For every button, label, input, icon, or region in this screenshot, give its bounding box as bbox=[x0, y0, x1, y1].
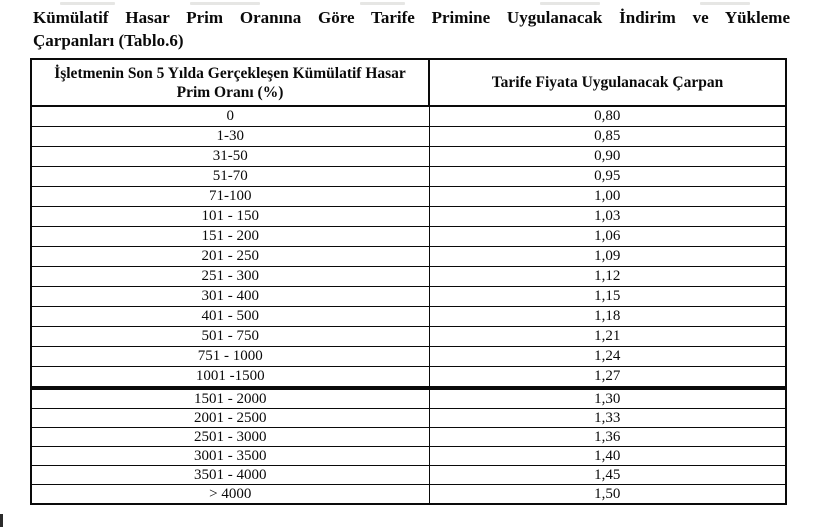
multiplier-cell: 1,33 bbox=[428, 408, 787, 428]
multiplier-cell: 1,09 bbox=[428, 246, 787, 267]
scan-noise bbox=[190, 2, 260, 5]
loss-ratio-cell: 1501 - 2000 bbox=[30, 388, 430, 409]
title-line-2: Çarpanları (Tablo.6) bbox=[33, 31, 184, 50]
loss-ratio-cell: 101 - 150 bbox=[30, 206, 430, 227]
scan-noise bbox=[540, 2, 600, 5]
table-row: 251 - 300 1,12 bbox=[30, 266, 787, 287]
table-row: 0 0,80 bbox=[30, 105, 787, 127]
table-row: 51-70 0,95 bbox=[30, 166, 787, 187]
multiplier-table-lower-block: 1501 - 2000 1,30 2001 - 2500 1,33 2501 - 300… bbox=[30, 388, 787, 505]
table-row: > 4000 1,50 bbox=[30, 484, 787, 505]
multiplier-table-upper-block: İşletmenin Son 5 Yılda Gerçekleşen Kümül… bbox=[30, 58, 787, 388]
header-multiplier-column: Tarife Fiyata Uygulanacak Çarpan bbox=[428, 58, 787, 107]
multiplier-cell: 1,03 bbox=[428, 206, 787, 227]
multiplier-cell: 1,12 bbox=[428, 266, 787, 287]
scan-noise bbox=[60, 2, 115, 5]
header-loss-ratio-column: İşletmenin Son 5 Yılda Gerçekleşen Kümül… bbox=[30, 58, 430, 107]
multiplier-cell: 1,50 bbox=[428, 484, 787, 505]
multiplier-cell: 1,15 bbox=[428, 286, 787, 307]
scan-artifact-mark bbox=[0, 514, 3, 527]
loss-ratio-cell: 2501 - 3000 bbox=[30, 427, 430, 447]
multiplier-cell: 0,85 bbox=[428, 126, 787, 147]
loss-ratio-cell: 31-50 bbox=[30, 146, 430, 167]
table-header-row: İşletmenin Son 5 Yılda Gerçekleşen Kümül… bbox=[30, 58, 787, 107]
loss-ratio-cell: 201 - 250 bbox=[30, 246, 430, 267]
table-row: 751 - 1000 1,24 bbox=[30, 346, 787, 367]
multiplier-cell: 1,30 bbox=[428, 388, 787, 409]
multiplier-cell: 1,24 bbox=[428, 346, 787, 367]
loss-ratio-cell: 0 bbox=[30, 105, 430, 127]
table-row: 2001 - 2500 1,33 bbox=[30, 408, 787, 428]
table-row: 1501 - 2000 1,30 bbox=[30, 388, 787, 409]
table-row: 1-30 0,85 bbox=[30, 126, 787, 147]
multiplier-cell: 1,00 bbox=[428, 186, 787, 207]
document-title: Kümülatif Hasar Prim Oranına Göre Tarife… bbox=[33, 6, 790, 52]
multiplier-cell: 1,36 bbox=[428, 427, 787, 447]
table-row: 301 - 400 1,15 bbox=[30, 286, 787, 307]
table-row: 501 - 750 1,21 bbox=[30, 326, 787, 347]
loss-ratio-cell: 2001 - 2500 bbox=[30, 408, 430, 428]
multiplier-cell: 0,95 bbox=[428, 166, 787, 187]
scan-noise bbox=[360, 2, 405, 5]
table-row: 2501 - 3000 1,36 bbox=[30, 427, 787, 447]
loss-ratio-cell: 51-70 bbox=[30, 166, 430, 187]
loss-ratio-cell: > 4000 bbox=[30, 484, 430, 505]
multiplier-cell: 0,80 bbox=[428, 105, 787, 127]
table-row: 101 - 150 1,03 bbox=[30, 206, 787, 227]
table-row: 71-100 1,00 bbox=[30, 186, 787, 207]
table-row: 3501 - 4000 1,45 bbox=[30, 465, 787, 485]
loss-ratio-cell: 751 - 1000 bbox=[30, 346, 430, 367]
table-row: 201 - 250 1,09 bbox=[30, 246, 787, 267]
loss-ratio-cell: 251 - 300 bbox=[30, 266, 430, 287]
multiplier-cell: 1,21 bbox=[428, 326, 787, 347]
table-row: 31-50 0,90 bbox=[30, 146, 787, 167]
multiplier-cell: 1,40 bbox=[428, 446, 787, 466]
loss-ratio-cell: 401 - 500 bbox=[30, 306, 430, 327]
multiplier-cell: 1,06 bbox=[428, 226, 787, 247]
table-row: 1001 -1500 1,27 bbox=[30, 366, 787, 388]
table-row: 151 - 200 1,06 bbox=[30, 226, 787, 247]
loss-ratio-cell: 71-100 bbox=[30, 186, 430, 207]
scan-noise bbox=[700, 2, 750, 5]
loss-ratio-cell: 301 - 400 bbox=[30, 286, 430, 307]
loss-ratio-cell: 1-30 bbox=[30, 126, 430, 147]
multiplier-cell: 1,45 bbox=[428, 465, 787, 485]
loss-ratio-cell: 3001 - 3500 bbox=[30, 446, 430, 466]
loss-ratio-cell: 501 - 750 bbox=[30, 326, 430, 347]
loss-ratio-cell: 1001 -1500 bbox=[30, 366, 430, 388]
multiplier-cell: 0,90 bbox=[428, 146, 787, 167]
loss-ratio-cell: 151 - 200 bbox=[30, 226, 430, 247]
loss-ratio-cell: 3501 - 4000 bbox=[30, 465, 430, 485]
table-row: 3001 - 3500 1,40 bbox=[30, 446, 787, 466]
multiplier-cell: 1,18 bbox=[428, 306, 787, 327]
multiplier-cell: 1,27 bbox=[428, 366, 787, 388]
table-row: 401 - 500 1,18 bbox=[30, 306, 787, 327]
title-line-1: Kümülatif Hasar Prim Oranına Göre Tarife… bbox=[33, 8, 790, 27]
